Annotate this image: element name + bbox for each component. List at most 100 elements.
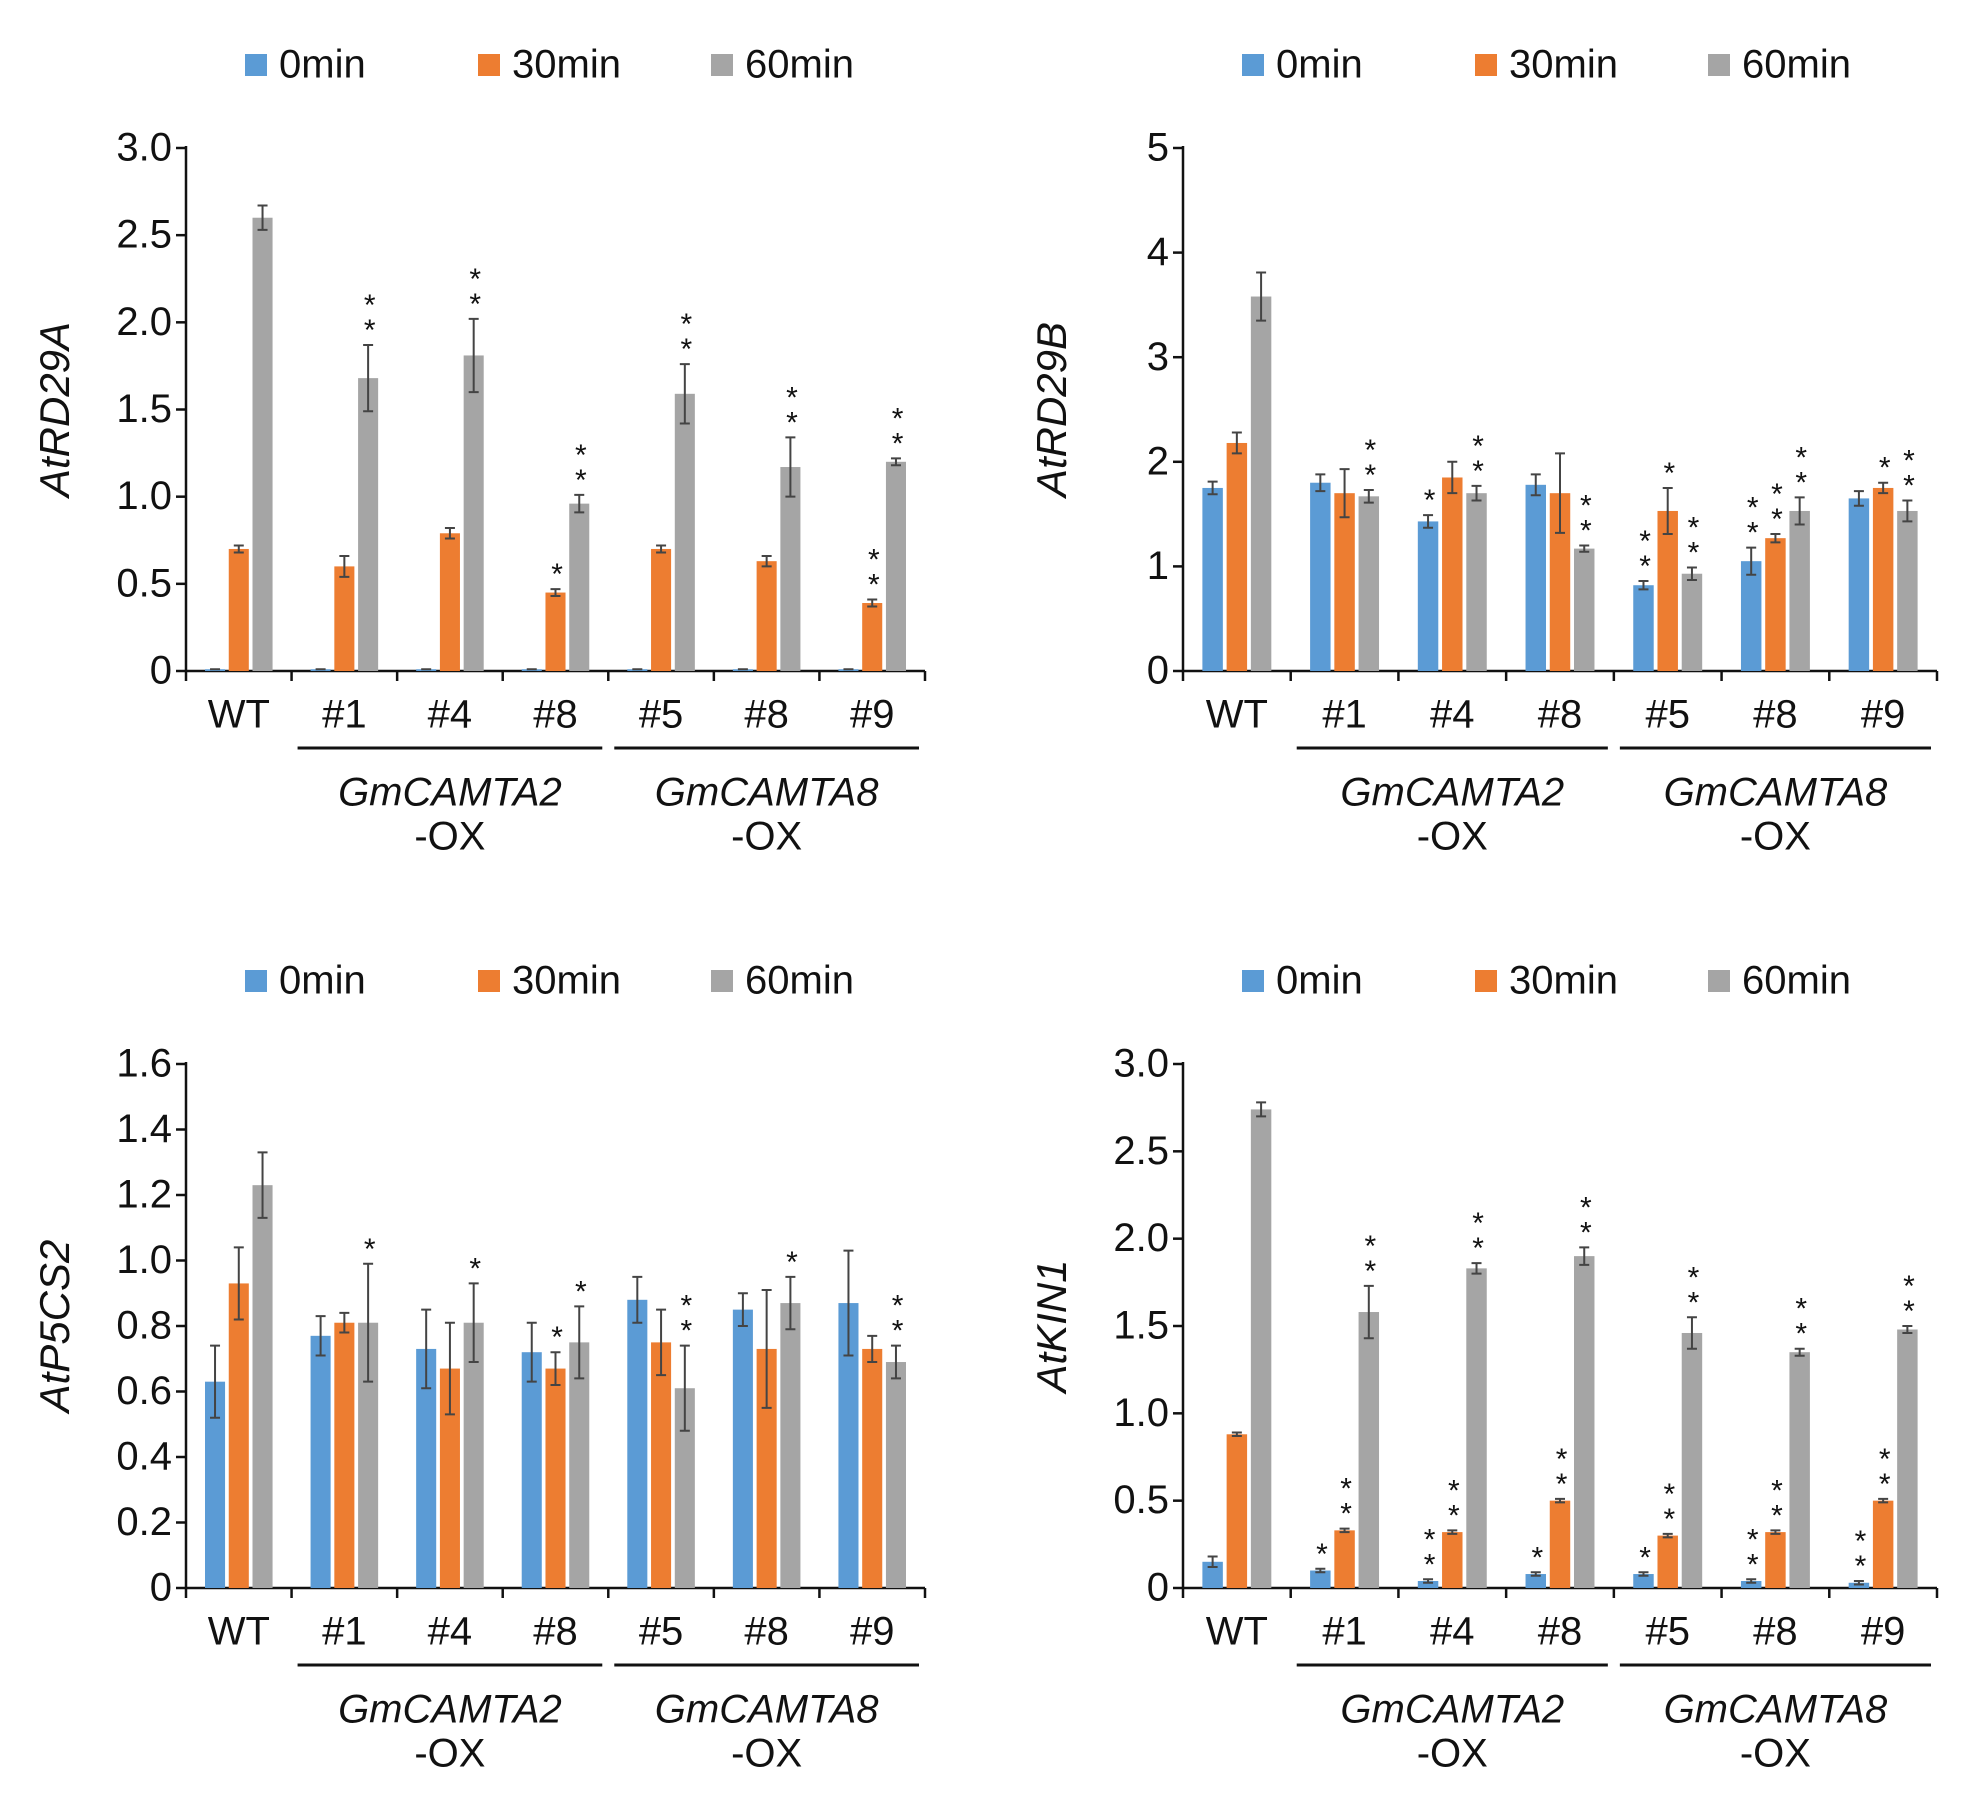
bar [1334,493,1355,671]
bar [1574,548,1595,671]
x-tick-label: #4 [428,1610,473,1654]
error-bar [1315,1567,1326,1574]
y-tick-label: 5 [1147,126,1169,170]
error-bar [1853,1580,1864,1586]
bar [756,1348,777,1588]
error-bar [468,1282,479,1364]
error-bar [1471,1262,1482,1275]
bar [651,1342,672,1588]
error-bar [1207,480,1218,496]
error-bar [1794,496,1805,526]
y-tick-label: 2.0 [116,300,172,344]
bar [521,1352,542,1588]
group-label: GmCAMTA8 [655,1688,879,1732]
y-tick-label: 1.5 [116,387,172,431]
bar [780,467,801,671]
x-tick-label: #1 [1322,693,1367,737]
bar [885,461,906,671]
y-tick-label: 0 [1147,649,1169,693]
significance: ** [670,308,703,358]
y-tick-label: 0.5 [116,561,172,605]
bar [416,1348,437,1588]
error-bar [1231,1431,1242,1438]
bar [1250,1109,1272,1588]
y-axis-label: AtRD29B [1028,322,1075,500]
significance: * [1868,452,1901,477]
x-tick-label: WT [208,693,270,737]
bar [1872,487,1894,671]
error-bar [1447,460,1458,495]
bar [1657,510,1678,671]
error-bar [1423,1578,1434,1584]
y-tick-label: 1.6 [116,1042,172,1086]
group-label: -OX [1740,815,1811,859]
significance: ** [1354,1230,1387,1280]
error-bar [890,457,901,467]
y-tick-label: 2 [1147,439,1169,483]
group-label: GmCAMTA8 [1664,771,1888,815]
x-tick-label: #4 [1430,693,1475,737]
bar [228,1283,249,1588]
error-bar [233,544,244,554]
error-bar [550,1351,561,1386]
legend-label: 0min [279,43,366,87]
legend-label: 60min [1742,959,1851,1003]
bar [1633,1574,1654,1588]
bar [463,1322,484,1588]
significance: ** [1844,1525,1877,1575]
bar [1765,538,1786,671]
error-bar [1686,566,1697,581]
x-tick-label: #8 [533,693,578,737]
bar [1334,1530,1355,1588]
group-label: GmCAMTA2 [1340,771,1564,815]
error-bar [1794,1347,1805,1357]
error-bar [574,1305,585,1380]
error-bar [1530,473,1541,497]
error-bar [444,1321,455,1416]
x-tick-label: WT [208,1610,270,1654]
significance: ** [1545,1443,1578,1493]
bar [228,548,249,671]
y-tick-label: 0.5 [1113,1478,1169,1522]
error-bar [1638,1571,1649,1577]
y-tick-label: 3.0 [116,126,172,170]
error-bar [761,1288,772,1409]
significance: * [1629,1541,1662,1566]
group-label: -OX [731,815,802,859]
y-tick-label: 0 [150,649,172,693]
group-label: -OX [1417,815,1488,859]
error-bar [1878,481,1889,495]
bar [310,1335,331,1588]
significance: ** [1677,511,1710,561]
x-tick-label: WT [1206,693,1268,737]
y-tick-label: 1.0 [116,474,172,518]
significance: ** [670,1290,703,1340]
significance: ** [857,544,890,594]
error-bar [339,554,350,578]
significance: ** [1736,492,1769,542]
error-bar [1770,1529,1781,1535]
error-bar [421,1308,432,1390]
x-tick-label: #5 [1645,693,1690,737]
bar [334,1322,355,1588]
group-label: -OX [414,1732,485,1776]
y-tick-label: 0.6 [116,1369,172,1413]
x-tick-label: #9 [850,693,895,737]
legend-label: 0min [279,959,366,1003]
legend-label: 0min [1276,959,1363,1003]
error-bar [1363,489,1374,504]
y-tick-label: 1.0 [116,1238,172,1282]
y-tick-label: 0.2 [116,1500,172,1544]
y-tick-label: 2.5 [1113,1129,1169,1173]
error-bar [468,317,479,394]
significance: ** [1736,1523,1769,1573]
error-bar [679,1344,690,1432]
bar [1765,1532,1786,1588]
error-bar [210,1344,221,1419]
bar [569,503,590,671]
bar [1442,1532,1463,1588]
error-bar [890,1344,901,1380]
y-tick-label: 1.0 [1113,1391,1169,1435]
error-bar [1530,1571,1541,1577]
bar [334,566,355,671]
